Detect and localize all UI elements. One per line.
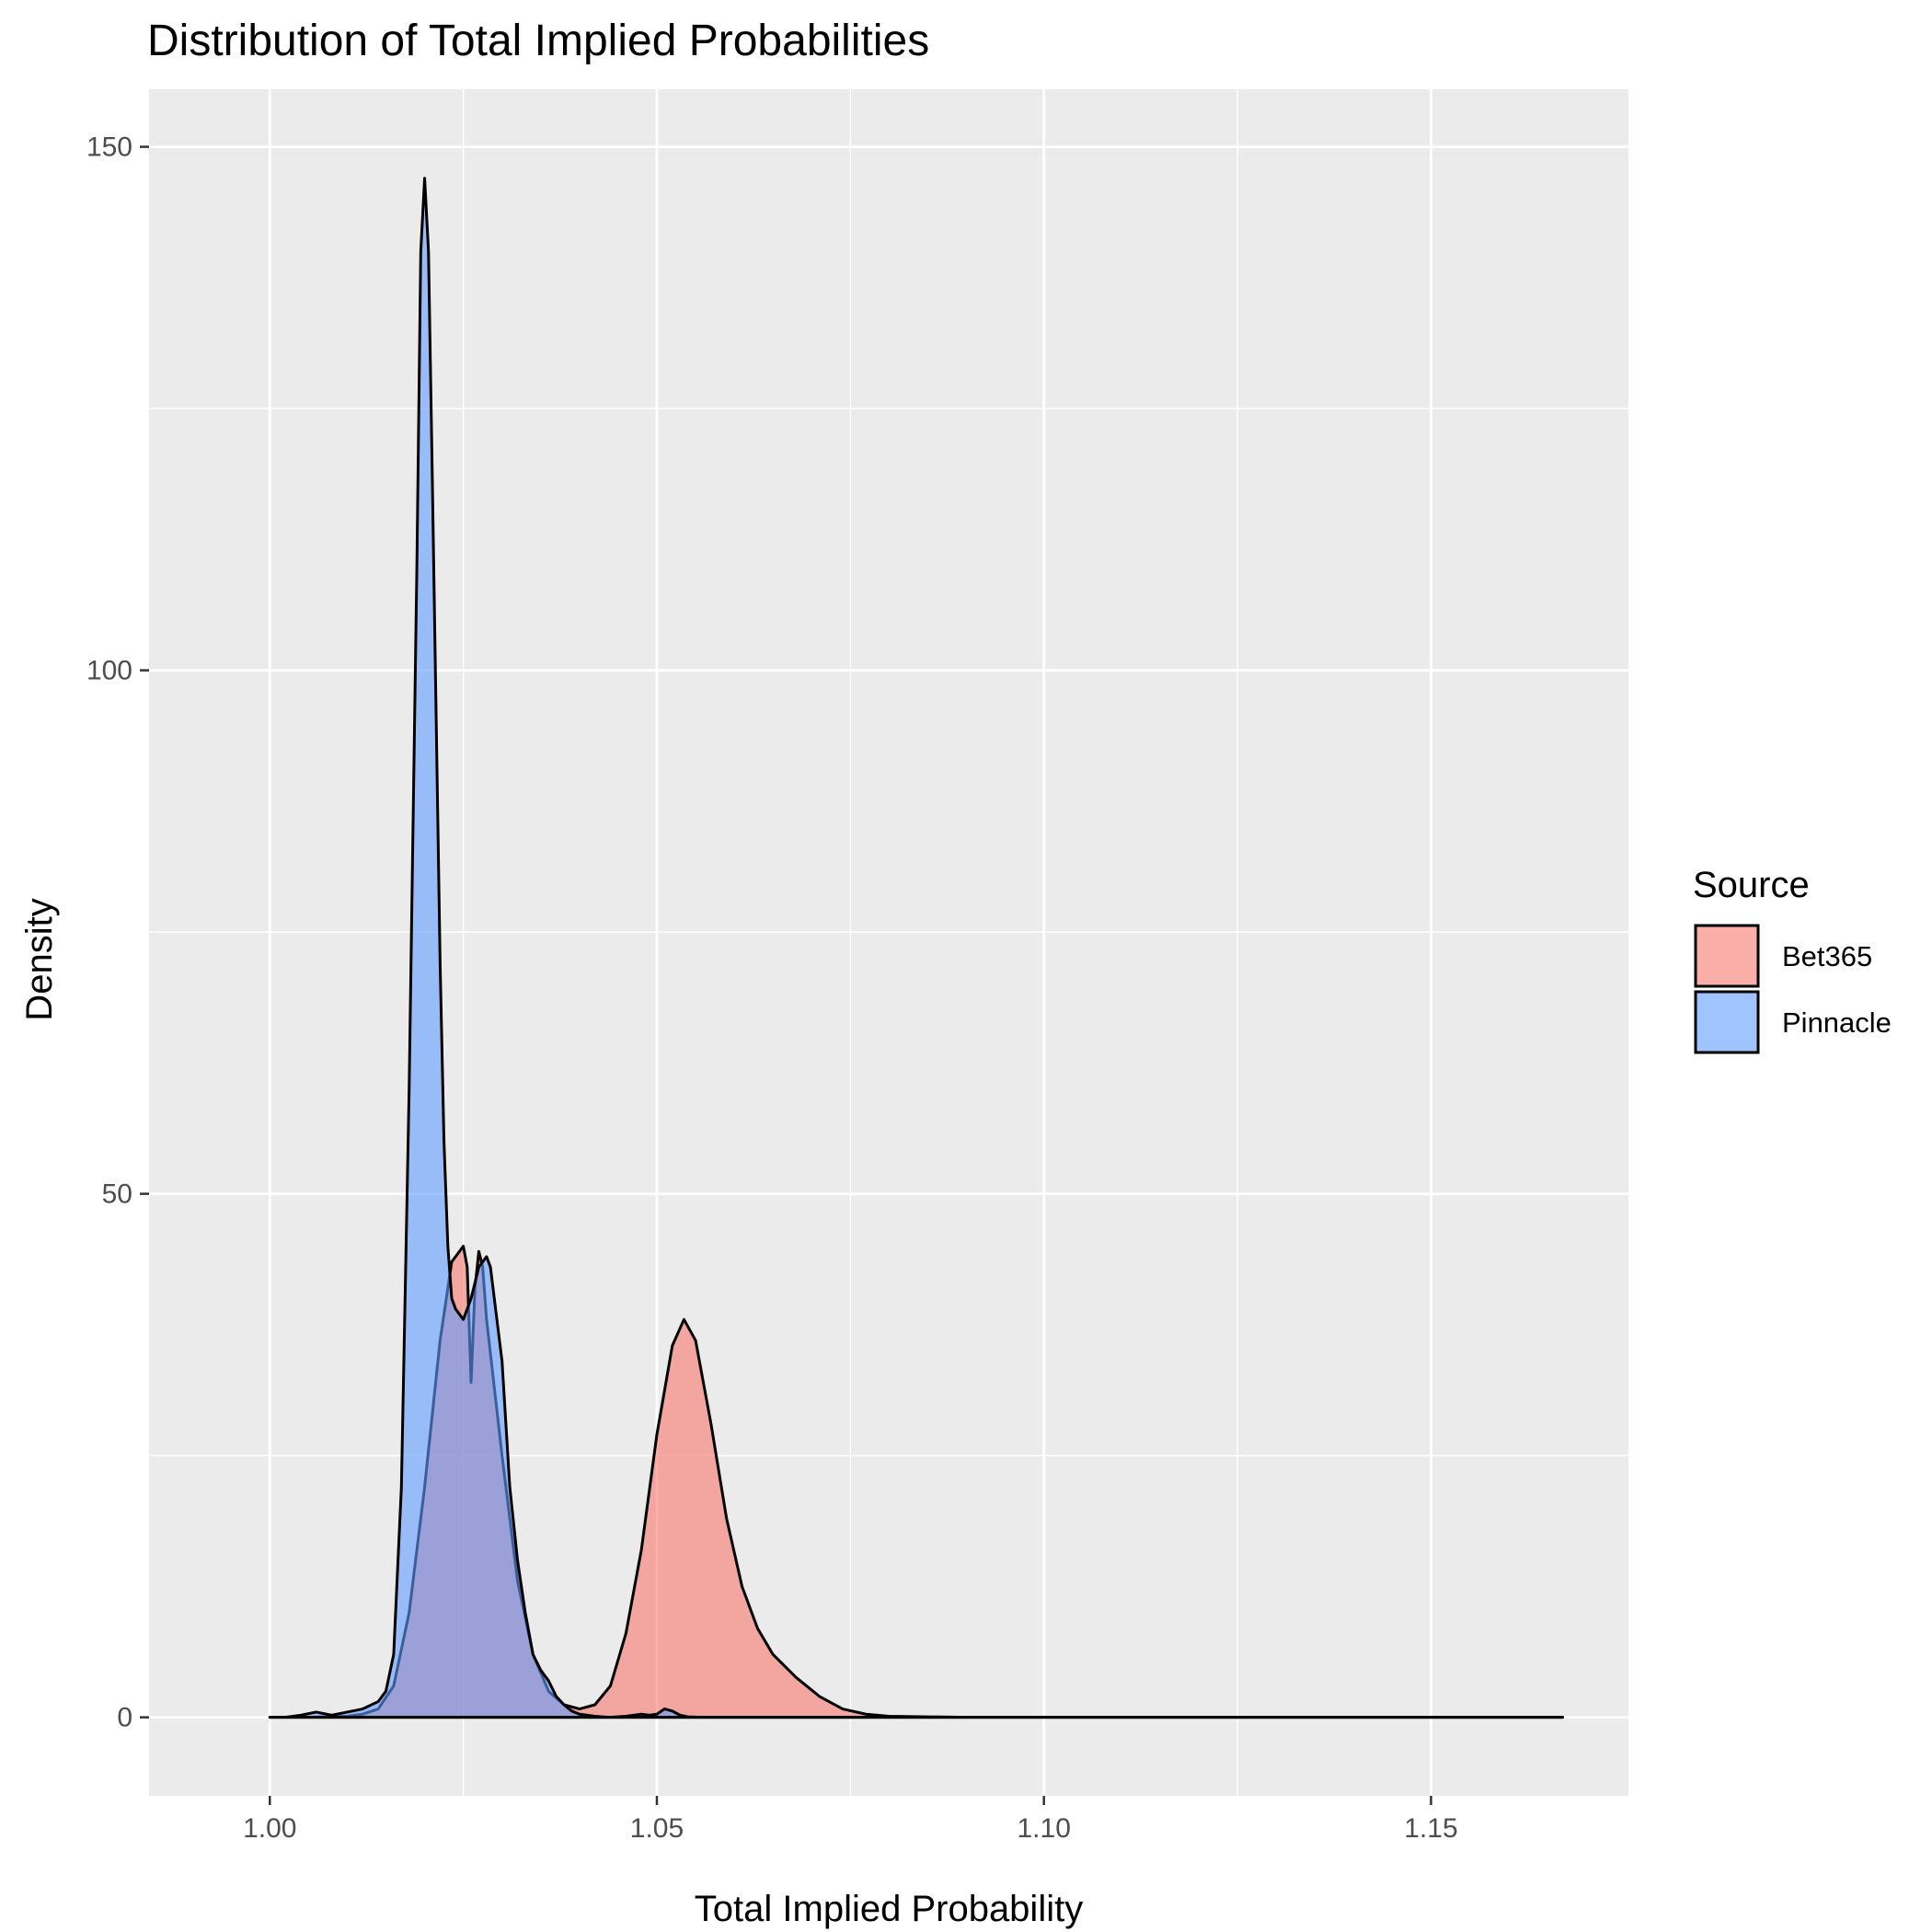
plot-panel xyxy=(149,89,1628,1796)
x-axis-title: Total Implied Probability xyxy=(695,1889,1083,1929)
legend-label: Bet365 xyxy=(1782,940,1872,972)
y-axis-title: Density xyxy=(19,898,60,1020)
y-tick-label: 150 xyxy=(86,132,132,163)
y-axis: 0 50 100 150 xyxy=(86,132,149,1733)
x-tick-label: 1.10 xyxy=(1018,1813,1071,1844)
x-tick-label: 1.00 xyxy=(243,1813,296,1844)
legend: Source Bet365 Pinnacle xyxy=(1693,865,1892,1054)
chart-title: Distribution of Total Implied Probabilit… xyxy=(147,17,929,65)
y-tick-label: 0 xyxy=(117,1703,132,1733)
x-axis: 1.00 1.05 1.10 1.15 xyxy=(243,1796,1458,1844)
legend-items: Bet365 Pinnacle xyxy=(1694,924,1892,1054)
x-tick-label: 1.05 xyxy=(630,1813,684,1844)
legend-key-swatch xyxy=(1694,990,1760,1054)
y-tick-label: 100 xyxy=(86,656,132,686)
density-series xyxy=(268,177,1564,1719)
legend-key-swatch xyxy=(1694,924,1760,988)
legend-label: Pinnacle xyxy=(1782,1006,1892,1039)
density-area-pinnacle xyxy=(268,177,1564,1719)
x-tick-label: 1.15 xyxy=(1404,1813,1457,1844)
legend-title: Source xyxy=(1693,865,1810,905)
y-tick-label: 50 xyxy=(102,1179,132,1210)
